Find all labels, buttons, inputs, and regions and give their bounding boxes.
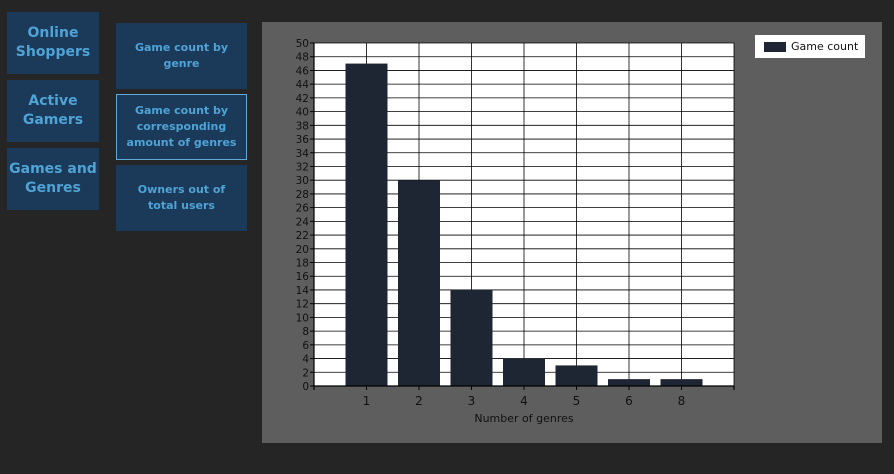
- bar-4: [503, 358, 545, 386]
- bar-2: [398, 180, 440, 386]
- y-tick-label: 14: [296, 285, 310, 297]
- chart-panel: 0 2 4 6 8 10 12 14 16 18 20 22 24 26 28 30 32 34 36 38 40 42 4…: [262, 22, 882, 443]
- y-tick-label: 46: [296, 65, 310, 77]
- x-tick-label: 6: [625, 394, 633, 408]
- y-tick-label: 4: [302, 354, 309, 366]
- y-tick-label: 22: [296, 230, 309, 242]
- y-tick-label: 34: [296, 148, 310, 160]
- sub-game-count-by-amount-of-genres[interactable]: Game count by corresponding amount of ge…: [116, 94, 247, 160]
- y-tick-label: 30: [296, 175, 309, 187]
- y-tick-label: 2: [302, 367, 309, 379]
- y-tick-label: 10: [296, 312, 309, 324]
- y-tick-label: 8: [302, 326, 309, 338]
- y-tick-label: 26: [296, 203, 310, 215]
- y-tick-label: 24: [296, 216, 310, 228]
- sub-game-count-by-genre-label: Game count by genre: [134, 41, 229, 70]
- legend-swatch: [764, 41, 786, 52]
- y-tick-label: 48: [296, 52, 309, 64]
- x-axis-label: Number of genres: [474, 412, 574, 425]
- nav-games-and-genres[interactable]: Games and Genres: [7, 148, 99, 210]
- x-ticks: 1 2 3 4 5 6 8: [363, 386, 686, 408]
- bar-8: [660, 379, 703, 386]
- y-tick-label: 50: [296, 38, 309, 50]
- bar-1: [345, 63, 388, 386]
- nav-online-shoppers-label: Online Shoppers: [15, 25, 91, 60]
- y-tick-label: 32: [296, 161, 309, 173]
- x-tick-label: 4: [520, 394, 528, 408]
- bar-chart: 0246810121416182022242628303234363840424…: [296, 38, 735, 425]
- sub-game-count-by-amount-of-genres-label: Game count by corresponding amount of ge…: [126, 104, 237, 149]
- bar-3: [450, 289, 493, 386]
- y-tick-label: 40: [296, 107, 309, 119]
- legend-label: Game count: [791, 40, 859, 53]
- x-tick-label: 1: [363, 394, 371, 408]
- y-tick-label: 38: [296, 120, 309, 132]
- nav-games-and-genres-label: Games and Genres: [9, 161, 97, 196]
- y-tick-label: 18: [296, 258, 309, 270]
- nav-active-gamers[interactable]: Active Gamers: [7, 80, 99, 142]
- x-tick-label: 3: [468, 394, 476, 408]
- y-tick-label: 44: [296, 79, 310, 91]
- nav-active-gamers-label: Active Gamers: [22, 93, 84, 128]
- nav-online-shoppers[interactable]: Online Shoppers: [7, 12, 99, 74]
- bar-5: [555, 365, 598, 386]
- bar-6: [608, 379, 650, 386]
- y-tick-label: 20: [296, 244, 309, 256]
- y-tick-label: 36: [296, 134, 310, 146]
- y-tick-label: 28: [296, 189, 309, 201]
- sub-owners-out-of-total-users-label: Owners out of total users: [137, 183, 226, 212]
- sub-owners-out-of-total-users[interactable]: Owners out of total users: [116, 165, 247, 231]
- y-tick-label: 6: [302, 340, 309, 352]
- x-tick-label: 5: [573, 394, 581, 408]
- y-tick-label: 0: [302, 381, 309, 393]
- legend: Game count: [755, 35, 865, 58]
- sub-game-count-by-genre[interactable]: Game count by genre: [116, 23, 247, 89]
- y-ticks: 0246810121416182022242628303234363840424…: [296, 38, 314, 393]
- y-tick-label: 42: [296, 93, 309, 105]
- x-tick-label: 2: [415, 394, 423, 408]
- y-tick-label: 16: [296, 271, 310, 283]
- bars: [345, 63, 703, 386]
- y-tick-label: 12: [296, 299, 309, 311]
- x-tick-label: 8: [678, 394, 686, 408]
